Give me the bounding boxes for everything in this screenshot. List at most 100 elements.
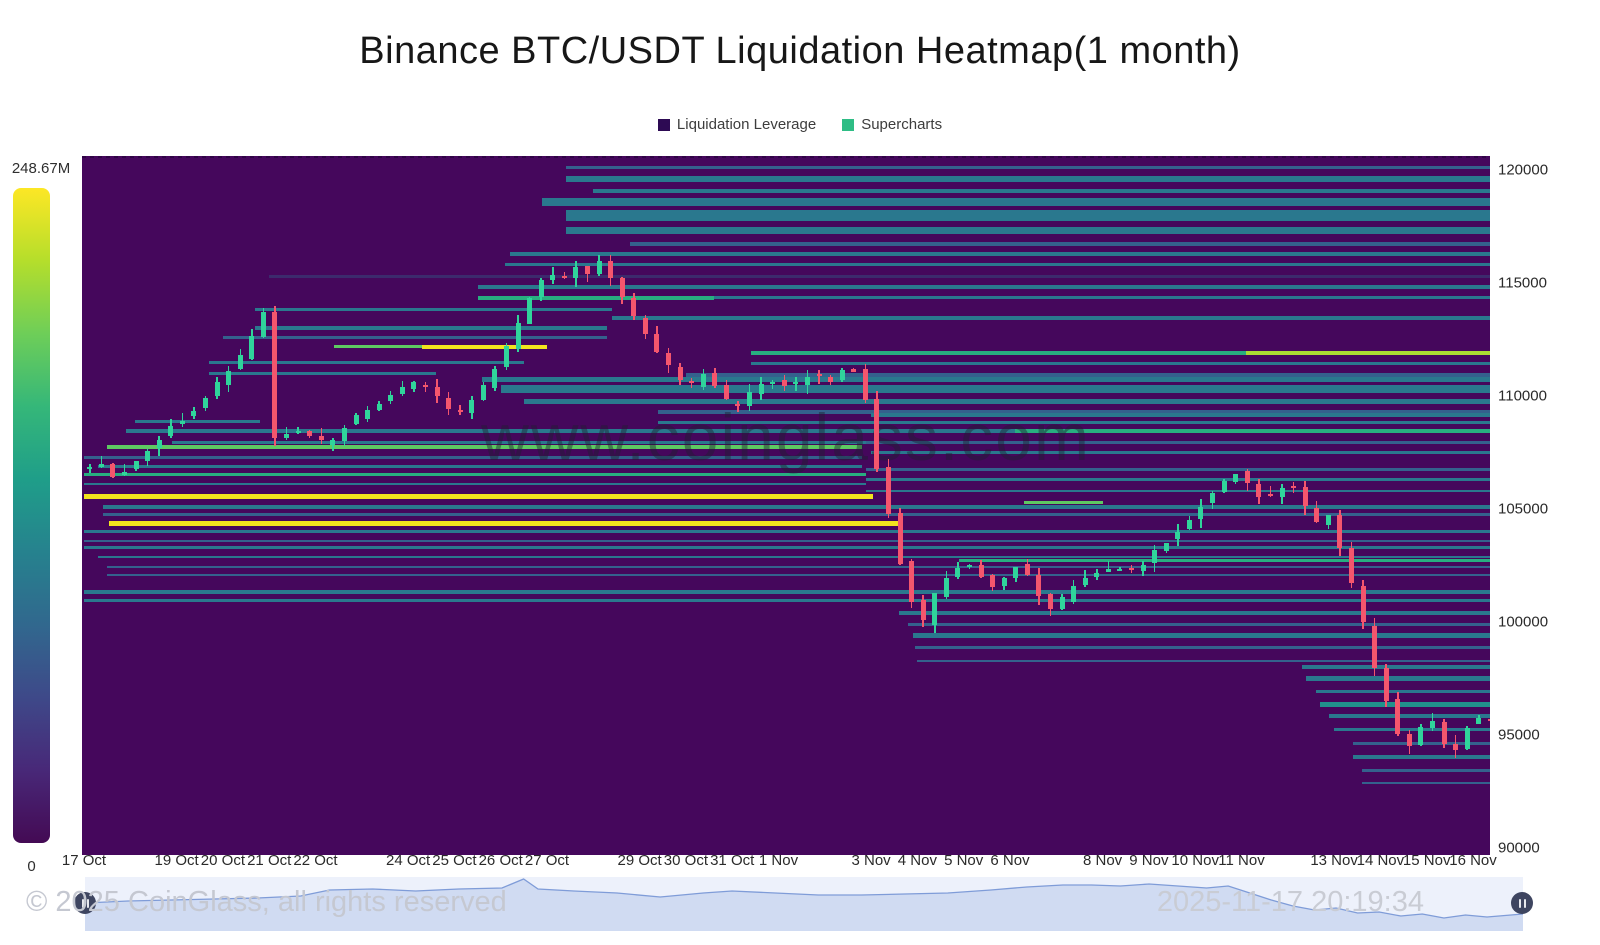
candlestick-body — [700, 373, 706, 387]
candlestick-body — [110, 464, 116, 477]
candlestick-body — [723, 385, 729, 400]
date-tick-label: 11 Nov — [1218, 852, 1265, 869]
candlestick-body — [515, 323, 521, 349]
candlestick-body — [1325, 515, 1331, 525]
liquidation-streak — [84, 455, 862, 459]
candlestick-body — [943, 578, 949, 597]
liquidation-streak — [1315, 689, 1490, 693]
liquidation-streak — [134, 419, 260, 423]
liquidation-streak — [866, 490, 1490, 493]
candlestick-body — [237, 355, 243, 369]
candlestick-body — [1279, 487, 1285, 497]
candlestick-body — [1233, 474, 1239, 482]
candlestick-body — [214, 382, 220, 396]
candlestick-body — [260, 311, 266, 338]
navigator-right-handle[interactable] — [1511, 892, 1533, 914]
liquidation-streak — [713, 296, 1490, 300]
candlestick-body — [446, 397, 452, 410]
liquidation-streak — [871, 413, 1490, 418]
candlestick-body — [1302, 486, 1308, 507]
liquidation-streak — [1334, 728, 1490, 732]
date-tick-label: 17 Oct — [61, 852, 107, 869]
candlestick-wick — [285, 426, 288, 440]
candlestick-body — [804, 376, 810, 386]
liquidation-streak — [482, 376, 1490, 382]
price-tick-label: 120000 — [1498, 161, 1549, 179]
candlestick-body — [735, 403, 741, 407]
liquidation-streak — [421, 344, 547, 349]
liquidation-streak — [477, 295, 714, 300]
navigator-left-handle[interactable] — [74, 892, 96, 914]
candlestick-body — [388, 394, 394, 402]
candlestick-body — [295, 430, 301, 433]
candlestick-body — [631, 297, 637, 317]
liquidation-streak — [102, 513, 1490, 517]
liquidation-streak — [97, 555, 1490, 558]
date-tick-label: 24 Oct — [386, 852, 431, 869]
candlestick-wick — [771, 380, 774, 389]
candlestick-body — [527, 297, 533, 325]
handle-grip-icon — [81, 898, 84, 908]
candlestick-body — [1152, 549, 1158, 564]
candlestick-body — [457, 409, 463, 413]
liquidation-streak — [222, 335, 608, 339]
navigator-area-fill — [85, 879, 1523, 931]
candlestick-body — [654, 333, 660, 352]
legend-item-supercharts[interactable]: Supercharts — [842, 116, 942, 133]
candlestick-body — [156, 440, 162, 449]
candlestick-body — [689, 381, 695, 384]
candlestick-body — [781, 380, 787, 387]
legend-item-liquidation-leverage[interactable]: Liquidation Leverage — [657, 116, 817, 133]
liquidation-streak — [84, 483, 867, 486]
liquidation-streak — [611, 316, 1490, 321]
liquidation-streak — [565, 166, 1490, 170]
candlestick-body — [98, 464, 104, 468]
candlestick-body — [596, 261, 602, 275]
liquidation-streak — [255, 326, 608, 331]
liquidation-streak — [107, 445, 862, 450]
liquidation-streak — [1361, 781, 1490, 784]
liquidation-streak — [84, 539, 1490, 542]
candlestick-body — [932, 593, 938, 625]
liquidation-streak — [107, 565, 1490, 568]
page-title: Binance BTC/USDT Liquidation Heatmap(1 m… — [359, 30, 1241, 72]
candlestick-body — [1140, 564, 1146, 571]
liquidation-streak — [269, 274, 1490, 278]
heatmap-plot-area[interactable]: www.coinglass.com — [82, 156, 1490, 855]
candlestick-body — [990, 575, 996, 587]
liquidation-streak — [1023, 500, 1103, 504]
candlestick-body — [966, 564, 972, 567]
liquidation-streak — [908, 622, 1490, 626]
candlestick-body — [191, 411, 197, 417]
candlestick-body — [492, 369, 498, 389]
candlestick-wick — [563, 271, 566, 280]
liquidation-streak — [505, 262, 1490, 266]
price-tick-label: 90000 — [1498, 839, 1540, 857]
legend-label: Liquidation Leverage — [676, 116, 817, 133]
candlestick-body — [1406, 734, 1412, 747]
liquidation-streak — [658, 420, 1490, 424]
candlestick-body — [920, 599, 926, 620]
navigator[interactable] — [84, 877, 1524, 931]
navigator-line — [84, 878, 1524, 919]
candlestick-body — [365, 409, 371, 420]
candlestick-body — [1383, 667, 1389, 701]
date-tick-label: 9 Nov — [1129, 852, 1169, 869]
liquidation-streak — [1014, 429, 1490, 434]
candlestick-body — [1337, 514, 1343, 548]
liquidation-streak — [1329, 714, 1490, 718]
candlestick-body — [353, 415, 359, 425]
candlestick-body — [1001, 577, 1007, 587]
candlestick-body — [1291, 486, 1297, 489]
price-tick-label: 105000 — [1498, 500, 1549, 518]
liquidation-streak — [84, 589, 1490, 594]
candlestick-body — [1198, 506, 1204, 520]
candlestick-body — [341, 427, 347, 441]
date-tick-label: 1 Nov — [758, 852, 799, 869]
candlestick-body — [1024, 563, 1030, 576]
liquidation-streak — [84, 472, 867, 476]
legend-swatch-green-icon — [842, 118, 855, 131]
date-tick-label: 29 Oct — [617, 852, 662, 869]
liquidation-streak — [209, 372, 436, 376]
